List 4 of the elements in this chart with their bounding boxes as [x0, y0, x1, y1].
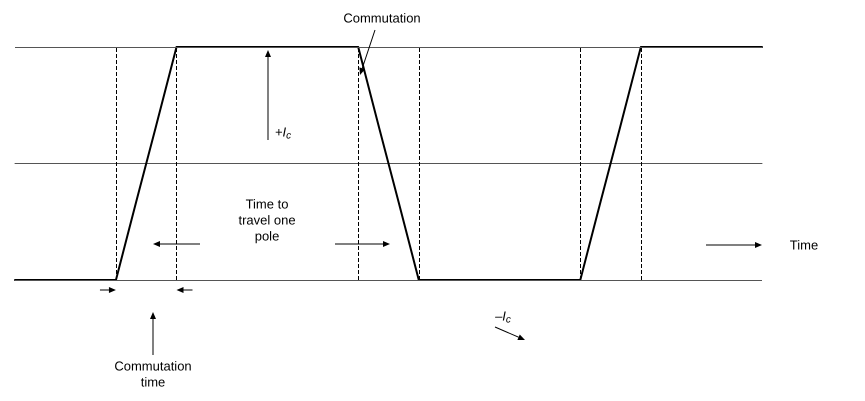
- text: Time: [790, 238, 818, 252]
- text: Commutation time: [114, 358, 192, 390]
- text: Commutation: [343, 10, 421, 26]
- annotation: Time to travel one pole: [238, 196, 296, 244]
